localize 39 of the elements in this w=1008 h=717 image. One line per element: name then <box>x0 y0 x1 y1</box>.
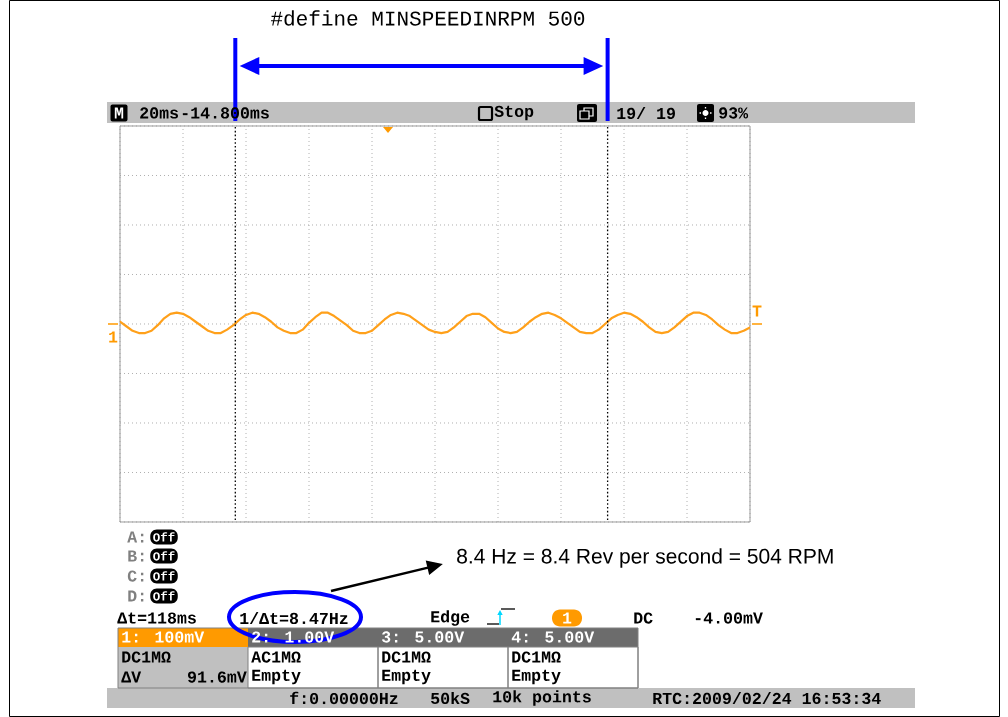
text: 3: 5.00V <box>381 631 465 643</box>
text: M <box>114 107 124 119</box>
text: Off <box>153 591 175 601</box>
text: Empty <box>382 669 431 685</box>
text: 93% <box>719 107 749 119</box>
text: Off <box>153 571 175 581</box>
text: 50kS <box>431 691 470 705</box>
text: T <box>752 305 762 317</box>
text: 20ms <box>140 107 179 119</box>
text: 8.4 Hz = 8.4 Rev per second = 504 RPM <box>457 548 833 568</box>
text: C: <box>127 570 144 582</box>
text: Off <box>153 551 175 561</box>
text: ΔV <box>121 671 142 683</box>
chart-title: #define MINSPEEDINRPM 500 <box>271 10 585 26</box>
text: 1 <box>109 331 118 343</box>
text: 1 <box>563 612 572 624</box>
text: Δt=118ms <box>117 612 196 624</box>
text: Off <box>153 532 175 542</box>
text: DC <box>634 612 653 624</box>
text: 1: 100mV <box>122 631 205 643</box>
text: DC1MΩ <box>122 651 171 663</box>
text: DC1MΩ <box>382 651 431 663</box>
text: 91.6mV <box>187 671 247 683</box>
text: AC1MΩ <box>251 651 301 663</box>
text: DC1MΩ <box>512 651 561 663</box>
text: 4: 5.00V <box>511 631 595 643</box>
text: -4.00mV <box>695 612 763 624</box>
text: B: <box>128 550 144 562</box>
text: Stop <box>494 105 534 121</box>
text: f:0.00000Hz <box>290 691 398 705</box>
text: 10k points <box>493 690 591 706</box>
text: 19/ 19 <box>617 106 675 120</box>
text: RTC:2009/02/24 16:53:34 <box>653 691 881 705</box>
text: A: <box>127 531 144 543</box>
text: Empty <box>252 669 301 685</box>
text: D: <box>128 590 144 602</box>
text: Empty <box>512 669 561 685</box>
text: Edge <box>431 610 470 626</box>
text: 1/Δt=8.47Hz <box>240 611 348 625</box>
